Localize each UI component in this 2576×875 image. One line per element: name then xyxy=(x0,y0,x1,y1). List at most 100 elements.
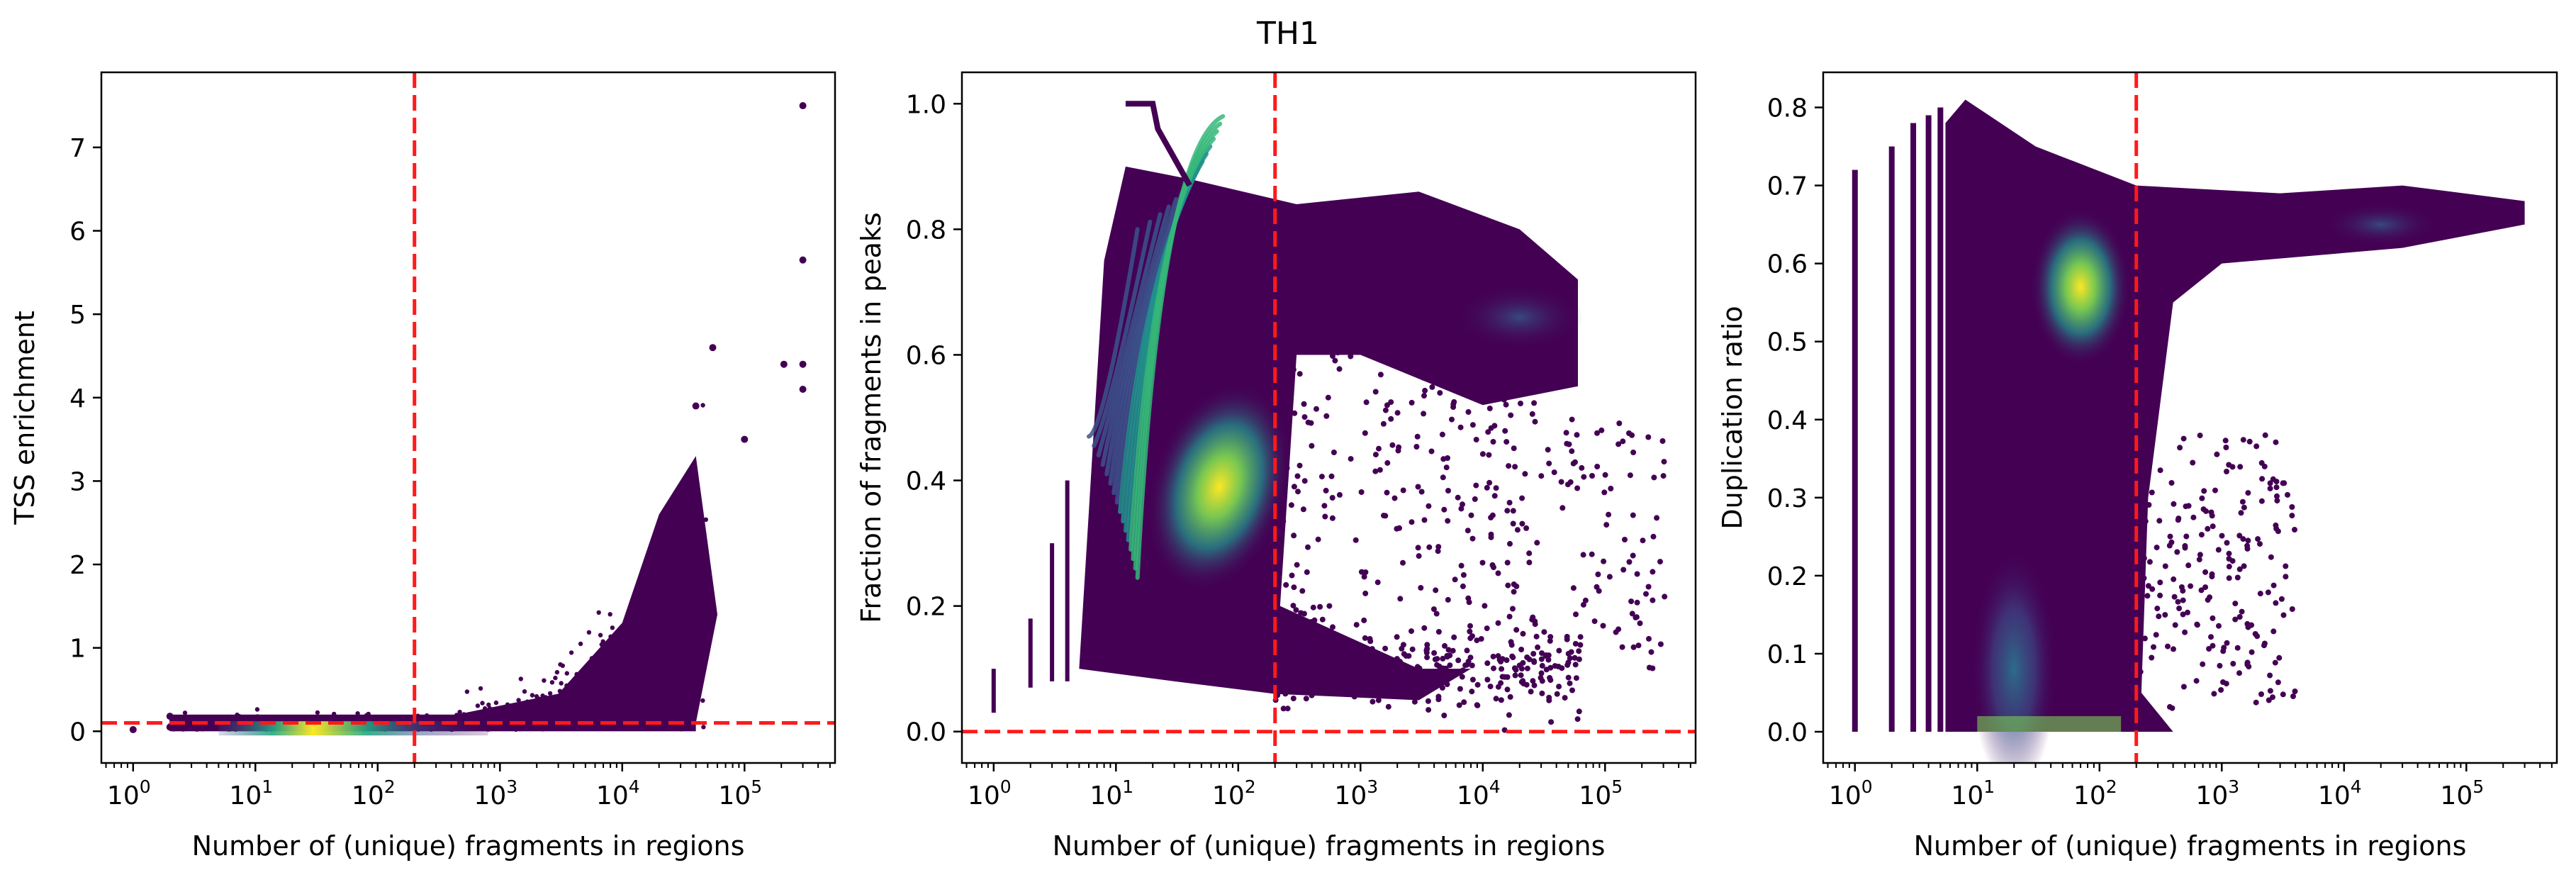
data-point xyxy=(2167,703,2173,710)
data-point xyxy=(1626,430,1632,436)
data-point xyxy=(2275,528,2281,535)
data-point xyxy=(1479,451,1486,457)
data-point xyxy=(2202,584,2209,591)
data-point xyxy=(1411,698,1418,705)
data-point xyxy=(1415,545,1421,551)
outlier-point xyxy=(799,256,807,264)
data-point xyxy=(2210,523,2216,530)
data-point xyxy=(1616,420,1623,426)
data-point xyxy=(1424,654,1430,661)
data-point xyxy=(1292,410,1298,416)
data-point xyxy=(1429,384,1435,390)
data-point xyxy=(1426,707,1432,713)
data-point xyxy=(1466,599,1472,606)
data-point xyxy=(1355,337,1362,343)
data-point xyxy=(2168,480,2175,486)
data-point xyxy=(1299,588,1306,594)
data-point xyxy=(1634,599,1640,606)
data-point xyxy=(1435,544,1442,550)
data-point xyxy=(1554,691,1560,697)
x-tick-base: 10 xyxy=(107,781,140,810)
data-point xyxy=(2182,542,2188,549)
y-tick-label: 1.0 xyxy=(906,90,946,119)
x-tick-base: 10 xyxy=(229,781,262,810)
x-tick-base: 10 xyxy=(352,781,384,810)
x-tick-exponent: 1 xyxy=(262,776,273,797)
data-point xyxy=(1580,552,1586,558)
arc-series xyxy=(1135,113,1226,580)
data-point xyxy=(2210,642,2216,649)
data-point xyxy=(1440,655,1446,662)
x-tick-exponent: 0 xyxy=(1000,776,1012,797)
data-point xyxy=(542,678,547,683)
data-point xyxy=(1511,445,1517,452)
data-point xyxy=(2144,593,2151,599)
data-point xyxy=(1353,537,1359,543)
data-point xyxy=(1440,665,1446,671)
x-tick-base: 10 xyxy=(1579,781,1611,810)
data-point xyxy=(1370,662,1376,668)
y-tick-label: 0.4 xyxy=(1767,406,1808,435)
data-point xyxy=(1318,474,1325,480)
data-point xyxy=(2149,489,2155,496)
data-point xyxy=(1309,442,1315,449)
data-point xyxy=(1600,623,1606,629)
data-point xyxy=(2236,566,2243,572)
data-point xyxy=(700,698,705,703)
data-point xyxy=(1425,698,1431,704)
data-point xyxy=(1435,693,1442,700)
data-point xyxy=(1569,448,1575,455)
y-tick-label: 0.8 xyxy=(906,216,946,245)
data-point xyxy=(1533,633,1540,640)
data-point xyxy=(2180,597,2186,603)
data-point xyxy=(2149,586,2156,592)
data-point xyxy=(1650,533,1657,540)
data-point xyxy=(1464,647,1470,654)
data-point xyxy=(2171,593,2178,600)
data-point xyxy=(1304,569,1310,575)
data-point xyxy=(1361,574,1367,580)
data-point xyxy=(1444,681,1450,688)
data-point xyxy=(1434,662,1440,668)
data-point xyxy=(1290,367,1297,373)
data-point xyxy=(1351,693,1357,700)
data-point xyxy=(1440,376,1446,382)
data-point xyxy=(1502,428,1508,434)
data-point xyxy=(1486,406,1493,411)
data-point xyxy=(1596,588,1602,594)
data-point xyxy=(1343,664,1348,670)
data-point xyxy=(2226,556,2232,562)
data-point xyxy=(1382,645,1389,652)
arc-series xyxy=(1092,219,1153,448)
data-point xyxy=(2244,545,2251,552)
data-point xyxy=(1336,325,1343,331)
data-point xyxy=(1577,642,1584,648)
data-point xyxy=(1598,427,1605,433)
data-point xyxy=(1301,345,1308,350)
data-point xyxy=(1284,656,1291,662)
data-point xyxy=(2183,533,2190,540)
data-point xyxy=(1389,442,1396,448)
data-point xyxy=(1440,474,1446,481)
data-point xyxy=(1294,562,1300,568)
x-tick-exponent: 2 xyxy=(1245,776,1256,797)
data-point xyxy=(701,725,706,730)
data-point xyxy=(1506,712,1512,718)
data-point xyxy=(1295,489,1301,495)
data-point xyxy=(2202,569,2209,575)
data-point xyxy=(2214,451,2220,457)
data-point xyxy=(2218,687,2224,693)
outlier-point xyxy=(780,360,788,368)
data-point xyxy=(1370,698,1376,705)
data-point xyxy=(2205,525,2211,532)
x-tick-base: 10 xyxy=(1090,781,1122,810)
data-point xyxy=(1279,673,1285,679)
x-tick-exponent: 5 xyxy=(751,776,762,797)
data-point xyxy=(1474,702,1480,708)
data-point xyxy=(2232,601,2239,607)
data-point xyxy=(1451,399,1457,405)
data-point xyxy=(2175,517,2181,523)
data-point xyxy=(1650,597,1656,603)
data-point xyxy=(1323,413,1330,419)
data-point xyxy=(2267,480,2273,486)
